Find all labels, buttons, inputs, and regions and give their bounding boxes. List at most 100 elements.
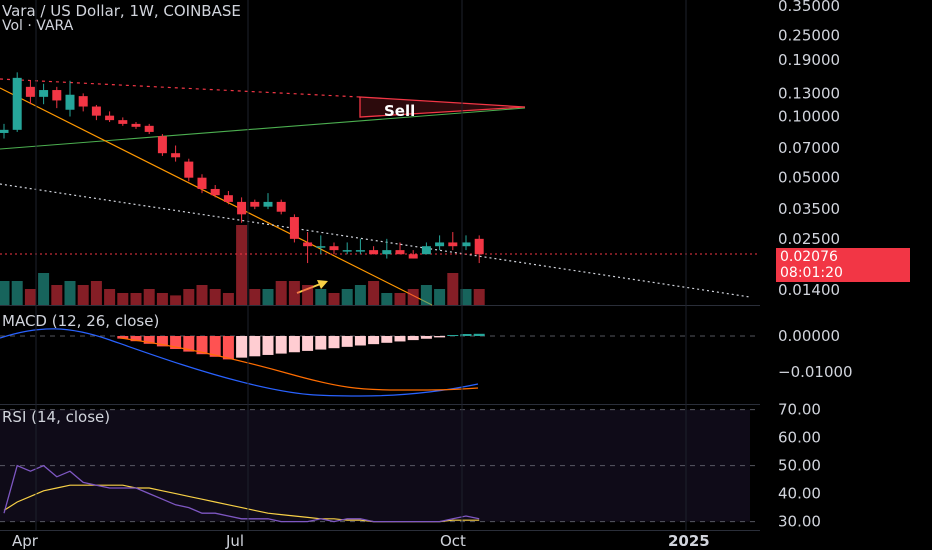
candle-body xyxy=(329,246,339,251)
chart-title: Vara / US Dollar, 1W, COINBASE xyxy=(2,2,241,20)
candle-body xyxy=(237,201,247,215)
candle-body xyxy=(52,90,62,101)
rsi-axis-tick: 40.00 xyxy=(778,485,821,503)
volume-bar xyxy=(143,289,155,305)
macd-histogram-bar xyxy=(302,336,314,351)
bar-countdown: 08:01:20 xyxy=(780,265,843,281)
volume-bar xyxy=(328,293,340,305)
volume-bar xyxy=(183,289,195,305)
macd-histogram-bar xyxy=(117,336,129,339)
volume-bar xyxy=(38,273,50,305)
time-axis-tick: Apr xyxy=(12,532,39,550)
candle-body xyxy=(395,250,405,255)
candle-body xyxy=(0,129,9,133)
price-axis-tick: 0.03500 xyxy=(778,200,840,218)
volume-bar xyxy=(170,295,182,305)
volume-bar xyxy=(104,289,116,305)
candle-body xyxy=(171,153,181,158)
last-price: 0.02076 xyxy=(780,249,838,265)
price-axis-tick: 0.10000 xyxy=(778,108,840,126)
macd-histogram-bar xyxy=(420,336,432,339)
volume-bar xyxy=(341,289,353,305)
volume-bar xyxy=(130,293,142,305)
descending-trendline xyxy=(0,87,433,306)
dotted-trendline xyxy=(0,183,751,298)
candle-body xyxy=(65,94,75,110)
time-axis-tick: Jul xyxy=(225,532,244,550)
volume-bar xyxy=(381,293,393,305)
volume-bar xyxy=(434,289,446,305)
macd-histogram-bar xyxy=(156,336,168,347)
volume-bar xyxy=(11,281,23,305)
volume-bar xyxy=(24,289,36,305)
volume-bar xyxy=(275,281,287,305)
candle-body xyxy=(118,120,128,124)
volume-bar xyxy=(473,289,485,305)
candle-body xyxy=(197,177,207,189)
volume-bar xyxy=(156,293,168,305)
candle-body xyxy=(355,250,365,252)
volume-bar xyxy=(222,293,234,305)
candle-body xyxy=(461,242,471,247)
macd-histogram-bar xyxy=(368,336,380,345)
macd-histogram-bar xyxy=(222,336,234,360)
macd-histogram-bar xyxy=(170,336,182,349)
price-axis-tick: 0.19000 xyxy=(778,51,840,69)
candle-body xyxy=(289,217,299,239)
candle-body xyxy=(78,96,88,107)
macd-histogram-bar xyxy=(407,336,419,341)
volume-bar xyxy=(196,285,208,305)
candle-body xyxy=(250,201,260,207)
rsi-axis-tick: 50.00 xyxy=(778,457,821,475)
candle-body xyxy=(184,161,194,178)
price-axis-tick: 0.01400 xyxy=(778,281,840,299)
rsi-title: RSI (14, close) xyxy=(2,408,111,426)
macd-axis-tick: 0.00000 xyxy=(778,327,840,345)
candle-body xyxy=(131,123,141,127)
last-price-tag: 0.02076 08:01:20 xyxy=(776,248,910,282)
volume-bar xyxy=(447,273,459,305)
volume-bar xyxy=(236,225,248,305)
rsi-axis-tick: 70.00 xyxy=(778,401,821,419)
volume-bar xyxy=(117,293,129,305)
candle-body xyxy=(448,242,458,247)
macd-histogram-bar xyxy=(249,336,261,357)
macd-histogram-bar xyxy=(262,336,274,355)
candle-body xyxy=(25,86,35,97)
signal-line xyxy=(119,337,479,391)
rsi-line xyxy=(3,464,480,523)
volume-bar xyxy=(0,281,10,305)
candle-body xyxy=(276,201,286,212)
volume-bar xyxy=(262,289,274,305)
volume-bar xyxy=(90,281,102,305)
price-axis-tick: 0.25000 xyxy=(778,27,840,45)
macd-histogram-bar xyxy=(275,336,287,354)
macd-histogram-bar xyxy=(394,336,406,342)
candle-body xyxy=(210,188,220,196)
candle-body xyxy=(421,246,431,255)
volume-bar xyxy=(209,289,221,305)
volume-bar xyxy=(460,289,472,305)
macd-axis-tick: −0.01000 xyxy=(778,363,853,381)
volume-bar xyxy=(64,281,76,305)
price-axis-tick: 0.35000 xyxy=(778,0,840,15)
candle-body xyxy=(408,254,418,259)
volume-bar xyxy=(288,281,300,305)
volume-bar xyxy=(407,289,419,305)
time-axis-tick: 2025 xyxy=(668,532,710,550)
sell-triangle xyxy=(359,96,526,118)
macd-histogram-bar xyxy=(236,336,248,358)
macd-histogram-bar xyxy=(447,335,459,336)
volume-bar xyxy=(394,293,406,305)
candle-body xyxy=(303,242,313,247)
rsi-axis-tick: 60.00 xyxy=(778,429,821,447)
time-axis-tick: Oct xyxy=(440,532,466,550)
macd-histogram-bar xyxy=(473,333,485,336)
macd-line xyxy=(0,328,479,397)
volume-label: Vol · VARA xyxy=(2,18,74,34)
price-axis-tick: 0.05000 xyxy=(778,169,840,187)
volume-bar xyxy=(315,289,327,305)
macd-histogram-bar xyxy=(209,336,221,357)
candle-body xyxy=(39,90,49,97)
